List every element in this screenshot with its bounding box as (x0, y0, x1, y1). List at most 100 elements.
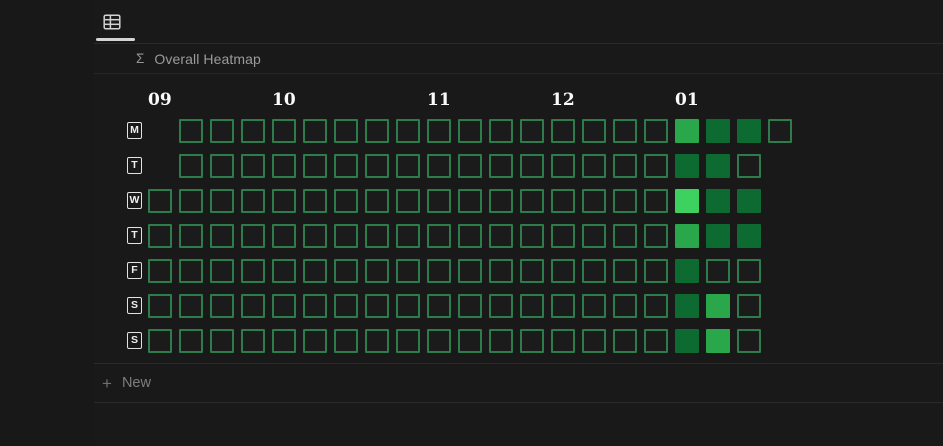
heatmap-cell (334, 329, 358, 353)
heatmap-cell (241, 154, 265, 178)
heatmap-cell (520, 329, 544, 353)
heatmap-cell (179, 329, 203, 353)
heatmap-cell (272, 329, 296, 353)
heatmap-cell (582, 119, 606, 143)
heatmap-cell (706, 294, 730, 318)
heatmap-row: S (127, 294, 827, 329)
heatmap-cell (334, 154, 358, 178)
heatmap-cell (644, 154, 668, 178)
heatmap-cell (613, 294, 637, 318)
heatmap-cell (613, 329, 637, 353)
heatmap-cell (365, 329, 389, 353)
property-title: Overall Heatmap (154, 50, 261, 67)
heatmap-cell (210, 119, 234, 143)
heatmap-cell (427, 154, 451, 178)
heatmap-cell (551, 224, 575, 248)
weekday-label: M (127, 122, 142, 139)
heatmap-cell (644, 224, 668, 248)
heatmap-cell (303, 329, 327, 353)
heatmap-cell (582, 189, 606, 213)
property-header-overall-heatmap[interactable]: Σ Overall Heatmap (94, 44, 943, 74)
heatmap-cell (458, 294, 482, 318)
heatmap-row: T (127, 224, 827, 259)
heatmap-cell (737, 294, 761, 318)
month-label: 01 (675, 90, 699, 110)
heatmap-cell (706, 119, 730, 143)
heatmap-cell (303, 259, 327, 283)
heatmap-cell (551, 154, 575, 178)
heatmap-cell (396, 329, 420, 353)
heatmap: 09 10 11 12 01 M T W T F S S (127, 89, 827, 364)
heatmap-row: W (127, 189, 827, 224)
heatmap-cell (365, 189, 389, 213)
heatmap-cell (489, 224, 513, 248)
heatmap-cell (644, 119, 668, 143)
heatmap-cell (241, 119, 265, 143)
month-label: 11 (427, 90, 451, 110)
weekday-label: F (127, 262, 142, 279)
heatmap-cell (737, 259, 761, 283)
heatmap-cell (179, 294, 203, 318)
heatmap-cell (272, 224, 296, 248)
heatmap-cell (582, 294, 606, 318)
heatmap-cell (520, 224, 544, 248)
heatmap-cell (675, 224, 699, 248)
heatmap-cell (427, 329, 451, 353)
heatmap-cell (427, 119, 451, 143)
heatmap-cell (365, 119, 389, 143)
heatmap-cell (551, 119, 575, 143)
heatmap-cell (644, 329, 668, 353)
heatmap-cell (458, 224, 482, 248)
weekday-label: S (127, 297, 142, 314)
heatmap-cell (303, 119, 327, 143)
heatmap-grid: M T W T F S S (127, 119, 827, 364)
heatmap-cell (737, 154, 761, 178)
heatmap-cell (241, 189, 265, 213)
weekday-label: T (127, 227, 142, 244)
heatmap-cell (737, 119, 761, 143)
heatmap-cell (458, 119, 482, 143)
heatmap-cell (520, 154, 544, 178)
heatmap-cell (179, 189, 203, 213)
heatmap-row: F (127, 259, 827, 294)
heatmap-cell (241, 224, 265, 248)
heatmap-cell (148, 294, 172, 318)
heatmap-cell (520, 259, 544, 283)
formula-icon: Σ (136, 51, 145, 66)
heatmap-cell (179, 119, 203, 143)
heatmap-cell (334, 224, 358, 248)
table-view-tab[interactable] (94, 6, 136, 40)
heatmap-cell (551, 259, 575, 283)
heatmap-cell (241, 294, 265, 318)
heatmap-cell (489, 294, 513, 318)
heatmap-cell (489, 154, 513, 178)
heatmap-cell (334, 119, 358, 143)
month-label: 10 (272, 90, 296, 110)
heatmap-cell (148, 259, 172, 283)
heatmap-cell (458, 154, 482, 178)
heatmap-cell (582, 224, 606, 248)
heatmap-cell (551, 294, 575, 318)
heatmap-cell (520, 294, 544, 318)
heatmap-cell (334, 259, 358, 283)
view-tabs-bar (94, 0, 943, 44)
heatmap-cell (427, 294, 451, 318)
heatmap-cell (706, 329, 730, 353)
new-row-button[interactable]: + New (94, 363, 943, 403)
new-row-label: New (121, 375, 151, 391)
heatmap-cell (582, 154, 606, 178)
heatmap-cell (148, 224, 172, 248)
heatmap-cell (303, 224, 327, 248)
heatmap-cell (396, 119, 420, 143)
heatmap-cell (210, 329, 234, 353)
heatmap-cell (489, 329, 513, 353)
heatmap-cell (241, 259, 265, 283)
heatmap-cell (303, 189, 327, 213)
heatmap-cell (458, 329, 482, 353)
plus-icon: + (102, 373, 112, 393)
heatmap-cell (303, 294, 327, 318)
heatmap-cell (582, 259, 606, 283)
heatmap-cell (365, 259, 389, 283)
weekday-label: T (127, 157, 142, 174)
heatmap-cell (210, 154, 234, 178)
